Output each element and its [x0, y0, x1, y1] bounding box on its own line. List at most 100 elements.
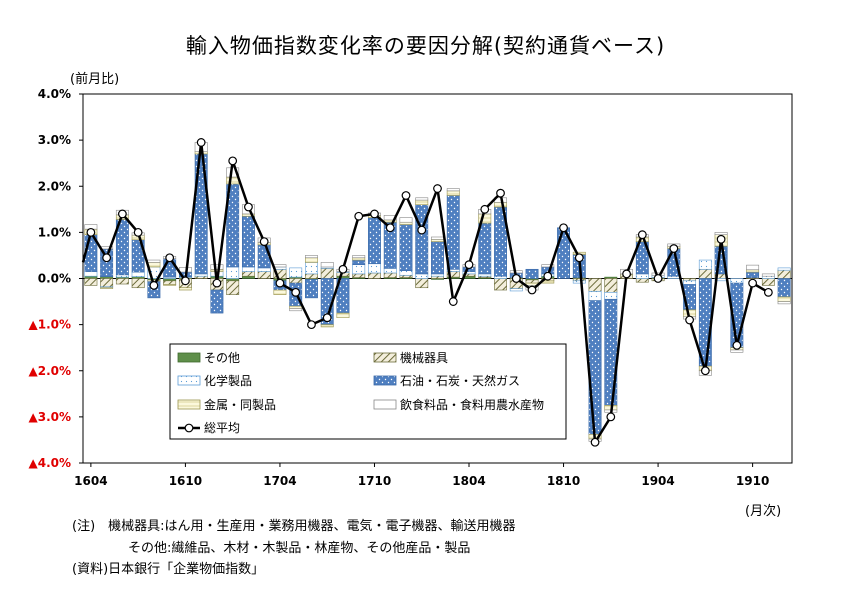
bar-segment-1606-2: [115, 274, 129, 278]
y-tick-label: 1.0%: [38, 225, 71, 239]
bar-segment-1702-3: [241, 215, 255, 268]
average-point-1902: [622, 269, 631, 279]
bar-segment-1608-4: [147, 262, 161, 268]
legend-swatch: [373, 375, 397, 386]
bar-segment-1812-2: [588, 291, 602, 301]
bar-segment-1705-5: [289, 308, 303, 312]
legend-label: 石油・石炭・天然ガス: [400, 373, 520, 388]
bar-segment-1711-1: [383, 272, 397, 278]
bar-segment-1912-4: [777, 296, 791, 302]
bar-segment-1908-5: [714, 232, 728, 235]
bar-segment-1906-2: [683, 280, 697, 285]
legend-swatch: [177, 352, 201, 363]
bar-segment-1701-1: [226, 280, 240, 295]
bar-segment-1607-2: [131, 271, 145, 277]
bar-segment-1712-4: [399, 221, 413, 225]
y-tick-label: ▲3.0%: [28, 410, 71, 424]
average-point-1610: [181, 276, 190, 286]
bar-segment-1806-4: [494, 202, 507, 208]
average-point-1710: [370, 209, 379, 219]
bar-segment-1905-2: [667, 275, 681, 279]
bar-segment-1704-4: [273, 289, 287, 295]
average-point-1608: [149, 281, 159, 290]
x-tick-label: 1704: [263, 474, 296, 488]
bar-segment-1710-3: [368, 217, 381, 265]
average-point-1612: [212, 278, 222, 288]
y-tick-label: ▲4.0%: [28, 456, 71, 470]
y-tick-label: ▲2.0%: [28, 364, 71, 378]
bar-segment-1608-5: [147, 259, 161, 263]
legend-line-marker: [184, 423, 194, 433]
average-point-1606: [117, 209, 127, 219]
bar-segment-1706-5: [305, 255, 318, 259]
y-tick-label: 0.0%: [38, 272, 71, 286]
bar-segment-1811-2: [572, 280, 586, 284]
bar-segment-1803-3: [446, 195, 460, 270]
average-point-1605: [102, 253, 112, 263]
bar-segment-1703-1: [257, 271, 271, 279]
bar-segment-1604-2: [84, 271, 98, 277]
bar-segment-1808-1: [525, 279, 539, 284]
average-point-1910: [748, 278, 758, 288]
bar-segment-1606-1: [115, 278, 129, 285]
average-point-1810: [559, 223, 568, 233]
average-point-1701: [228, 156, 238, 166]
average-point-1702: [244, 202, 253, 212]
bar-segment-1706-1: [305, 273, 318, 279]
average-point-1704: [275, 278, 285, 288]
bar-segment-1709-3: [352, 259, 366, 265]
average-point-1707: [322, 313, 332, 323]
average-point-1609: [165, 253, 175, 263]
average-point-1905: [669, 244, 679, 253]
bar-segment-1802-2: [431, 273, 444, 277]
bar-segment-1604-1: [84, 278, 98, 286]
bar-segment-1709-2: [352, 264, 366, 275]
note-machinery: (注) 機械器具:はん用・生産用・業務用機器、電気・電子機器、輸送用機器: [72, 519, 516, 534]
bar-segment-1707-1: [320, 268, 334, 279]
bar-segment-1803-4: [446, 190, 460, 196]
bar-segment-1701-4: [226, 176, 240, 185]
legend-label: その他: [204, 351, 240, 365]
legend-label: 金属・同製品: [204, 397, 276, 412]
average-point-1805: [480, 204, 490, 214]
bar-segment-1808-3: [525, 268, 539, 279]
y-tick-label: 4.0%: [38, 87, 71, 101]
bar-segment-1705-1: [289, 278, 303, 284]
bar-segment-1712-1: [399, 274, 413, 278]
x-tick-label: 1910: [736, 474, 769, 488]
legend-label: 機械器具: [400, 350, 448, 365]
average-point-1901: [606, 412, 616, 422]
y-tick-label: ▲1.0%: [28, 318, 71, 332]
chart-title: 輸入物価指数変化率の要因分解(契約通貨ベース): [185, 34, 666, 58]
average-point-1708: [338, 264, 348, 274]
average-point-1604: [86, 227, 96, 237]
average-point-1904: [653, 274, 663, 283]
bar-segment-1609-4: [163, 284, 177, 286]
bar-segment-1702-0: [241, 275, 255, 279]
bar-segment-1901-2: [604, 292, 618, 300]
bar-segment-1903-1: [635, 278, 649, 283]
average-line-group: [81, 138, 773, 447]
bar-segment-1612-5: [210, 264, 224, 270]
y-tick-label: 3.0%: [38, 133, 71, 147]
average-point-1611: [196, 138, 206, 147]
bar-segment-1707-4: [320, 324, 334, 328]
bar-segment-1710-1: [368, 272, 381, 279]
bar-segment-1910-5: [746, 264, 760, 271]
average-point-1801: [417, 225, 427, 235]
average-point-1712: [401, 191, 411, 200]
bar-segment-1912-1: [777, 269, 791, 279]
bar-segment-1701-2: [226, 266, 240, 279]
bar-segment-1712-2: [399, 270, 413, 276]
bar-segment-1801-3: [415, 204, 429, 275]
average-point-1607: [133, 227, 143, 237]
legend-box: [169, 343, 567, 440]
bar-segment-1912-2: [777, 267, 791, 271]
bar-segment-1712-5: [399, 217, 413, 223]
legend-swatch: [373, 352, 397, 363]
legend-label: 化学製品: [204, 373, 252, 388]
average-point-1802: [433, 184, 442, 193]
bar-segment-1611-1: [194, 275, 208, 279]
average-point-1907: [700, 366, 710, 376]
